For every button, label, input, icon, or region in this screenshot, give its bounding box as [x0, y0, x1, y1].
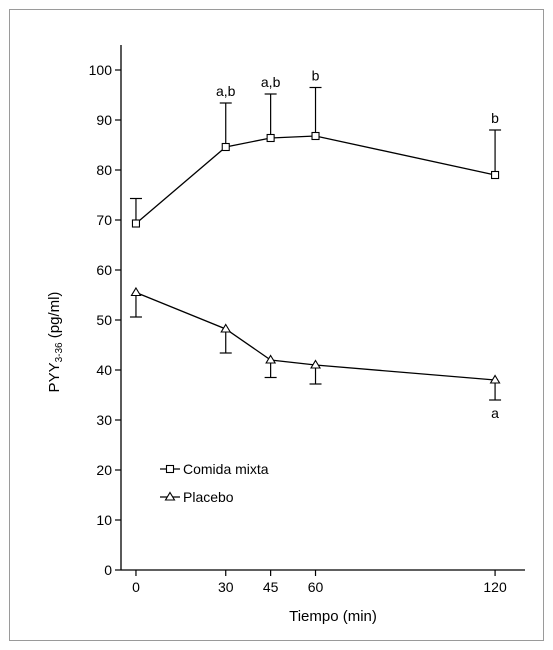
x-axis-label: Tiempo (min) [289, 608, 377, 625]
y-tick-label: 60 [96, 262, 112, 278]
significance-label: a [491, 405, 499, 421]
data-point-square [221, 142, 230, 152]
y-tick-label: 20 [96, 462, 112, 478]
data-point-triangle [489, 374, 501, 384]
y-tick-label: 50 [96, 312, 112, 328]
y-axis-label-unit: (pg/ml) [46, 292, 63, 343]
y-tick-label: 90 [96, 112, 112, 128]
legend: Comida mixta Placebo [160, 461, 269, 505]
x-tick-label: 120 [483, 579, 507, 595]
y-ticks: 0 10 20 30 40 50 60 70 80 90 100 [89, 62, 121, 578]
data-point-square [266, 133, 275, 143]
legend-triangle-marker [164, 491, 176, 501]
x-ticks: 0 30 45 60 120 [132, 570, 507, 595]
data-point-triangle [310, 359, 321, 369]
significance-label: a,b [216, 83, 236, 99]
y-axis-label-main: PYY [46, 362, 63, 392]
y-tick-label: 70 [96, 212, 112, 228]
series-comida-mixta: a,b a,b b b [129, 68, 502, 228]
legend-label-comida-mixta: Comida mixta [183, 461, 269, 477]
significance-label: b [312, 68, 320, 84]
data-point-triangle [265, 354, 277, 364]
significance-label: a,b [261, 74, 281, 90]
data-point-square [311, 131, 320, 141]
x-tick-label: 30 [218, 579, 234, 595]
x-tick-label: 45 [263, 579, 279, 595]
legend-square-marker [165, 464, 175, 474]
legend-item-comida-mixta: Comida mixta [160, 461, 269, 477]
data-point-triangle [130, 286, 142, 297]
significance-label: b [491, 110, 499, 126]
axes: 0 10 20 30 40 50 60 70 80 90 100 0 30 45 60 120 [89, 45, 525, 595]
y-axis-label-subscript: 3-36 [54, 342, 65, 362]
y-tick-label: 10 [96, 512, 112, 528]
data-point-square [131, 219, 141, 228]
y-tick-label: 100 [89, 62, 113, 78]
y-tick-label: 40 [96, 362, 112, 378]
y-tick-label: 0 [104, 562, 112, 578]
x-tick-label: 0 [132, 579, 140, 595]
series-line-comida-mixta [135, 135, 496, 224]
y-tick-label: 30 [96, 412, 112, 428]
legend-item-placebo: Placebo [160, 489, 234, 505]
figure-frame [9, 9, 544, 641]
y-tick-label: 80 [96, 162, 112, 178]
y-axis-label: PYY3-36 (pg/ml) [46, 292, 65, 393]
series-placebo: a [129, 286, 502, 421]
data-point-square [491, 170, 500, 180]
x-tick-label: 60 [308, 579, 324, 595]
series-layer: a,b a,b b b a [129, 68, 502, 421]
legend-label-placebo: Placebo [183, 489, 234, 505]
data-point-triangle [220, 323, 232, 333]
